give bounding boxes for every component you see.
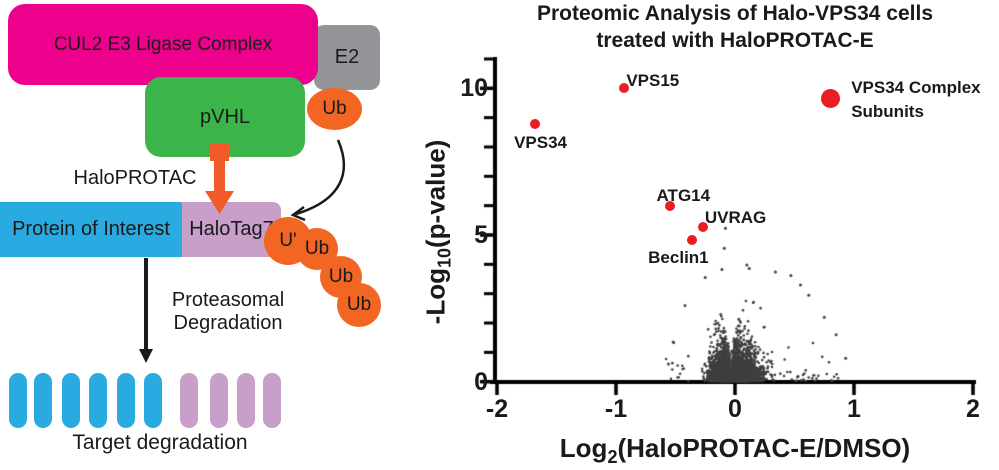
ubiquitin-label: Ub (322, 98, 347, 119)
x-tick-label-2: 2 (966, 395, 980, 423)
cul2-e3-ligase-complex-label: CUL2 E3 Ligase Complex (53, 33, 273, 55)
x-tick-label--2: -2 (485, 395, 509, 423)
ubiquitin-chain-unit-4: Ub (337, 283, 381, 327)
y-axis-label-main: -Log (420, 268, 451, 325)
y-axis-label-subscript: 10 (434, 248, 455, 269)
pvhl-label: pVHL (199, 105, 251, 128)
plot-title-line2: treated with HaloPROTAC-E (596, 29, 874, 52)
point-label-atg14: ATG14 (656, 185, 711, 205)
point-atg14 (664, 200, 675, 211)
x-axis-label-main: Log (559, 433, 608, 463)
point-label-beclin1: Beclin1 (648, 247, 709, 267)
pvhl-box: pVHL (145, 77, 305, 157)
y-tick-label-0: 0 (474, 367, 488, 396)
plot-title: Proteomic Analysis of Halo-VPS34 cells t… (497, 0, 973, 54)
point-beclin1 (687, 234, 698, 245)
point-vps34-complex (820, 89, 840, 109)
x-tick-label-1: 1 (847, 395, 861, 423)
ubiquitin-on-e2: Ub (307, 88, 362, 130)
x-axis-label-rest: (HaloPROTAC-E/DMSO) (617, 433, 911, 463)
point-label-vps34: VPS34 (514, 132, 568, 152)
halotag7-label: HaloTag7 (189, 218, 274, 240)
plot-title-line1: Proteomic Analysis of Halo-VPS34 cells (536, 2, 934, 25)
point-label-uvrag: UVRAG (704, 207, 767, 227)
protein-of-interest-box: Protein of Interest (0, 202, 182, 257)
y-tick-label-10: 10 (460, 74, 488, 103)
x-axis-label-subscript: 2 (607, 447, 618, 467)
point-vps15 (619, 83, 630, 94)
x-axis-label: Log2(HaloPROTAC-E/DMSO) (497, 433, 973, 468)
point-label-vps15: VPS15 (626, 71, 680, 91)
point-label-vps34-complex: VPS34 Complex Subunits (851, 77, 981, 121)
y-tick-label-5: 5 (474, 221, 488, 249)
x-tick-label-0: 0 (728, 395, 742, 423)
point-uvrag (697, 221, 708, 232)
x-tick-label--1: -1 (604, 395, 628, 423)
cul2-e3-ligase-complex-box: CUL2 E3 Ligase Complex (8, 4, 318, 85)
protein-of-interest-label: Protein of Interest (12, 218, 170, 240)
haloprotac-label: HaloPROTAC (73, 167, 197, 189)
point-vps34 (530, 118, 541, 129)
